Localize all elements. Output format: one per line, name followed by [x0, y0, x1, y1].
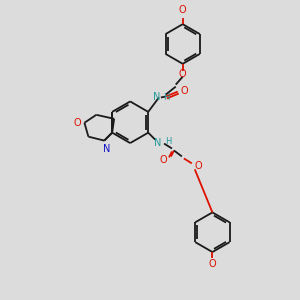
- Text: O: O: [195, 161, 203, 171]
- Text: O: O: [179, 5, 187, 15]
- Text: N: N: [154, 138, 162, 148]
- Text: O: O: [208, 259, 216, 269]
- Text: O: O: [179, 69, 187, 79]
- Text: H: H: [163, 93, 169, 102]
- Text: O: O: [74, 118, 82, 128]
- Text: H: H: [165, 137, 171, 146]
- Text: O: O: [159, 155, 167, 165]
- Text: N: N: [103, 144, 110, 154]
- Text: O: O: [181, 85, 188, 96]
- Text: N: N: [153, 92, 161, 103]
